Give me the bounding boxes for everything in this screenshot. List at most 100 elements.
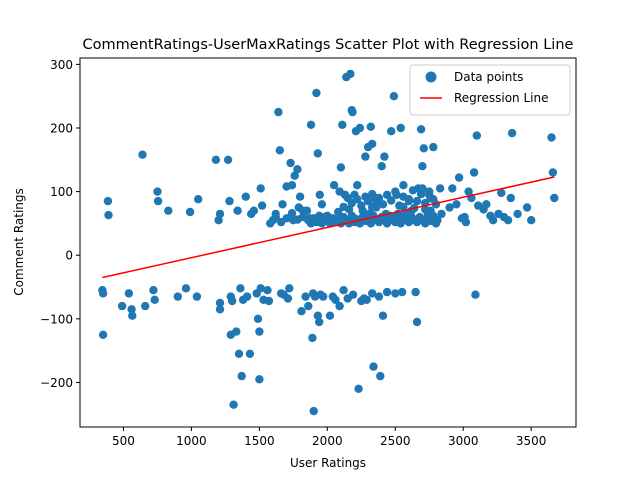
- data-point: [366, 122, 375, 131]
- data-point: [304, 301, 313, 311]
- y-tick-label: 300: [50, 58, 73, 72]
- x-axis: 500 1000 1500 2000 2500 3000 3500: [112, 427, 546, 448]
- data-point: [293, 165, 302, 174]
- data-point: [317, 200, 327, 209]
- legend-box: [409, 64, 571, 116]
- data-point: [331, 295, 340, 304]
- data-point: [308, 333, 317, 343]
- data-point: [426, 193, 435, 203]
- data-point: [363, 196, 373, 206]
- data-point: [425, 187, 434, 196]
- x-tick-label: 500: [112, 434, 135, 448]
- data-point: [293, 215, 302, 224]
- data-point: [242, 292, 252, 301]
- data-point: [387, 127, 396, 136]
- data-point: [98, 289, 108, 298]
- data-point: [329, 181, 339, 190]
- data-point: [124, 289, 134, 298]
- data-point: [313, 311, 322, 320]
- data-point: [472, 131, 481, 140]
- x-tick-label: 1500: [244, 434, 275, 448]
- data-point: [419, 144, 428, 153]
- data-point: [233, 206, 242, 215]
- data-point: [215, 209, 225, 219]
- y-tick-label: −100: [40, 312, 73, 326]
- data-point: [335, 187, 344, 196]
- data-point: [482, 200, 491, 209]
- data-point: [229, 400, 238, 409]
- data-point: [416, 125, 426, 134]
- data-point: [412, 317, 422, 327]
- data-point: [412, 196, 422, 206]
- x-tick-label: 2000: [312, 434, 343, 448]
- data-point: [128, 311, 137, 320]
- data-point: [253, 314, 263, 323]
- plot-frame: [79, 57, 577, 428]
- data-point: [278, 200, 287, 209]
- data-point: [506, 193, 515, 203]
- data-point: [309, 406, 318, 416]
- data-point: [461, 217, 471, 227]
- data-point: [404, 195, 414, 204]
- data-point: [138, 150, 147, 159]
- data-point: [301, 292, 310, 301]
- data-point: [241, 192, 250, 201]
- legend: Data points Regression Line: [409, 64, 571, 116]
- data-point: [232, 327, 241, 336]
- data-point: [368, 189, 377, 199]
- data-point: [150, 295, 159, 304]
- data-point: [399, 202, 408, 212]
- data-point: [164, 206, 173, 215]
- data-point: [325, 311, 335, 320]
- points-layer: [98, 69, 559, 416]
- data-point: [391, 289, 400, 298]
- data-point: [429, 211, 438, 220]
- y-tick-label: 100: [50, 185, 73, 199]
- data-point: [374, 193, 384, 203]
- data-point: [194, 195, 203, 204]
- data-point: [418, 162, 427, 171]
- data-point: [497, 188, 506, 198]
- data-point: [283, 294, 293, 303]
- x-tick-label: 2500: [380, 434, 411, 448]
- data-point: [313, 149, 322, 158]
- data-point: [285, 284, 294, 293]
- data-point: [236, 284, 245, 293]
- data-point: [368, 203, 377, 212]
- data-point: [245, 349, 255, 358]
- y-tick-label: −200: [40, 376, 73, 390]
- data-point: [319, 292, 328, 301]
- data-point: [173, 292, 182, 301]
- data-point: [223, 155, 233, 164]
- data-point: [411, 287, 420, 297]
- data-point: [377, 162, 386, 171]
- data-point: [215, 298, 225, 308]
- data-point: [391, 187, 400, 196]
- data-point: [548, 168, 558, 177]
- data-point: [431, 219, 441, 228]
- data-point: [346, 69, 355, 79]
- data-point: [127, 305, 136, 314]
- data-point: [437, 209, 446, 219]
- data-point: [297, 307, 306, 316]
- data-point: [503, 216, 513, 225]
- data-point: [298, 206, 308, 215]
- data-point: [445, 203, 454, 212]
- data-point: [255, 375, 264, 384]
- y-tick-label: 0: [65, 249, 73, 263]
- data-point: [527, 216, 536, 225]
- data-point: [255, 327, 264, 336]
- data-point: [378, 311, 388, 320]
- data-point: [237, 371, 246, 381]
- data-point: [141, 301, 150, 311]
- data-point: [397, 287, 407, 297]
- data-point: [361, 152, 370, 161]
- data-point: [181, 284, 191, 293]
- data-point: [355, 123, 365, 133]
- data-point: [399, 181, 408, 190]
- data-point: [312, 88, 321, 98]
- data-point: [249, 206, 259, 215]
- data-point: [464, 187, 473, 196]
